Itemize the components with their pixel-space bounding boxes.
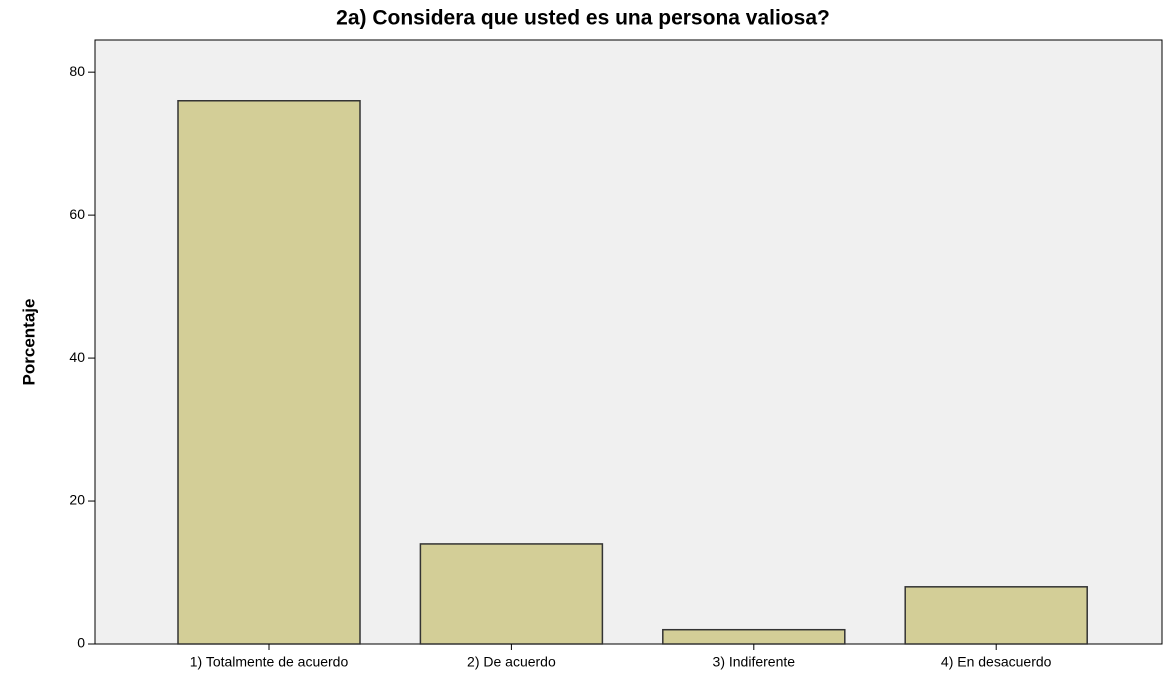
- x-tick-label: 4) En desacuerdo: [941, 654, 1052, 670]
- chart-title: 2a) Considera que usted es una persona v…: [336, 7, 830, 30]
- y-tick-label: 80: [69, 63, 85, 79]
- x-tick-label: 1) Totalmente de acuerdo: [190, 654, 349, 670]
- x-tick-label: 3) Indiferente: [713, 654, 796, 670]
- y-axis-label: Porcentaje: [19, 299, 38, 386]
- y-tick-label: 60: [69, 206, 85, 222]
- bar: [662, 628, 846, 645]
- bar: [177, 100, 361, 645]
- x-tick-label: 2) De acuerdo: [467, 654, 556, 670]
- y-tick-label: 20: [69, 492, 85, 508]
- y-tick-label: 0: [77, 635, 85, 651]
- bar: [419, 543, 604, 645]
- bar: [904, 586, 1088, 645]
- y-tick-label: 40: [69, 349, 85, 365]
